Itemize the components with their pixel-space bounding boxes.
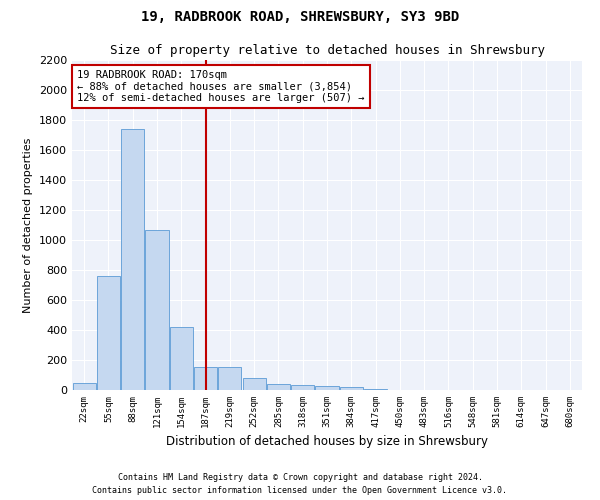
X-axis label: Distribution of detached houses by size in Shrewsbury: Distribution of detached houses by size … — [166, 436, 488, 448]
Bar — [145, 230, 169, 390]
Bar — [194, 367, 217, 390]
Y-axis label: Number of detached properties: Number of detached properties — [23, 138, 34, 312]
Bar — [316, 386, 338, 390]
Text: 19 RADBROOK ROAD: 170sqm
← 88% of detached houses are smaller (3,854)
12% of sem: 19 RADBROOK ROAD: 170sqm ← 88% of detach… — [77, 70, 365, 103]
Bar — [121, 129, 144, 390]
Text: 19, RADBROOK ROAD, SHREWSBURY, SY3 9BD: 19, RADBROOK ROAD, SHREWSBURY, SY3 9BD — [141, 10, 459, 24]
Bar — [267, 384, 290, 390]
Bar — [170, 327, 193, 390]
Bar — [364, 388, 387, 390]
Bar — [340, 387, 363, 390]
Bar — [218, 367, 241, 390]
Text: Contains HM Land Registry data © Crown copyright and database right 2024.
Contai: Contains HM Land Registry data © Crown c… — [92, 474, 508, 495]
Bar — [242, 378, 266, 390]
Bar — [73, 382, 95, 390]
Title: Size of property relative to detached houses in Shrewsbury: Size of property relative to detached ho… — [110, 44, 545, 58]
Bar — [291, 385, 314, 390]
Bar — [97, 276, 120, 390]
